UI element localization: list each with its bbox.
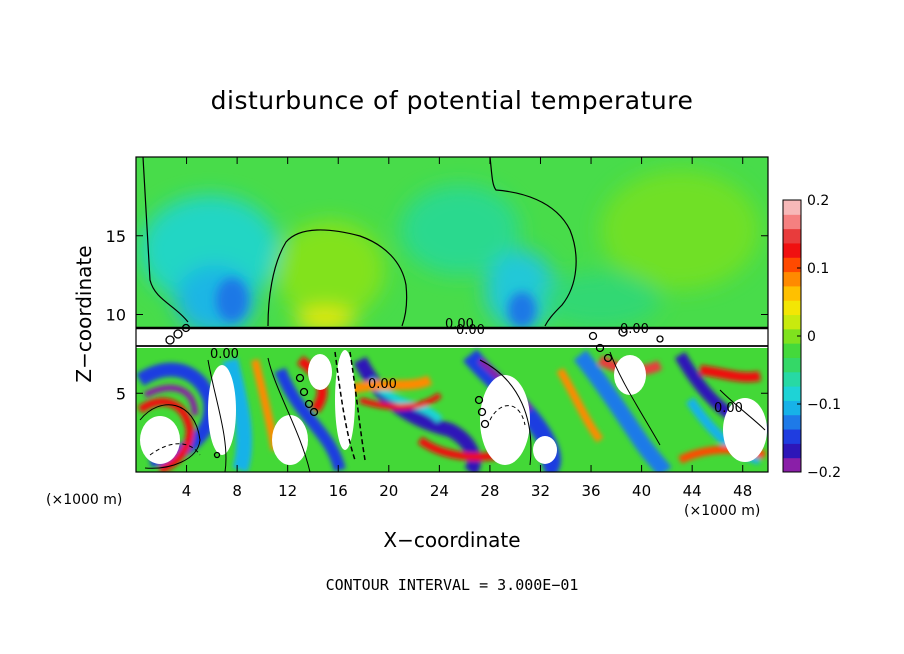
y-tick-label: 5 xyxy=(116,384,126,403)
y-tick-label: 10 xyxy=(106,306,126,325)
contour-labels: 0.00 0.00 0.00 0.00 0.00 0.00 xyxy=(210,317,743,416)
colorbar-swatch xyxy=(783,400,801,416)
x-tick-label: 16 xyxy=(329,482,348,500)
colorbar-tick-label: 0.2 xyxy=(807,193,829,209)
colorbar-swatch xyxy=(783,343,801,358)
y-tick-label: 15 xyxy=(106,227,126,246)
x-axis-ticks: 4 8 12 16 20 24 28 32 36 40 44 48 xyxy=(182,157,752,500)
x-tick-label: 32 xyxy=(531,482,550,500)
colorbar-swatch xyxy=(783,414,801,430)
upper-blob-yellow xyxy=(295,308,355,332)
layer-boundary-bands xyxy=(136,326,768,348)
lower-streak-blue-5 xyxy=(462,349,561,472)
contour-loops xyxy=(165,323,664,459)
lower-streak-purple-1 xyxy=(143,384,198,416)
x-tick-label: 44 xyxy=(683,482,702,500)
colorbar-swatch xyxy=(783,214,801,230)
eddy-2 xyxy=(208,365,236,455)
colorbar-swatch xyxy=(783,457,801,473)
eddy-8 xyxy=(723,398,767,462)
upper-contour-left xyxy=(142,157,189,323)
upper-blob-mint-right xyxy=(540,272,660,328)
upper-blob-cyan-right xyxy=(485,250,555,330)
upper-blob-yellowgreen-mid xyxy=(275,220,385,320)
colorbar-tick-label: 0.1 xyxy=(807,261,829,277)
colorbar-tick-label: −0.1 xyxy=(807,397,841,413)
colorbar-swatch xyxy=(783,228,801,244)
x-unit-label-right: (×1000 m) xyxy=(684,503,761,519)
lower-streak-blue-3 xyxy=(274,367,346,472)
x-tick-label: 48 xyxy=(733,482,752,500)
colorbar-tick-label: 0 xyxy=(807,329,816,345)
upper-blob-mint xyxy=(400,185,520,275)
contour-label-3: 0.00 xyxy=(445,317,474,332)
upper-blob-green-right xyxy=(600,170,760,290)
lower-streak-orange-4 xyxy=(348,375,433,395)
lower-streak-red-1 xyxy=(137,397,195,472)
x-axis-label: X−coordinate xyxy=(383,528,521,552)
colorbar-swatch xyxy=(783,271,801,287)
contour-label-5: 0.00 xyxy=(620,322,649,337)
upper-core-blue-left xyxy=(216,278,248,322)
colorbar-swatch xyxy=(783,371,801,387)
colorbar-swatch xyxy=(783,285,801,301)
white-band xyxy=(136,328,768,348)
eddy-5 xyxy=(480,375,530,465)
colorbar-swatch xyxy=(783,314,801,330)
eddy-6 xyxy=(533,436,557,464)
x-unit-label-left: (×1000 m) xyxy=(46,492,123,508)
colorbar-swatch xyxy=(783,429,801,444)
lower-streak-orange-6 xyxy=(556,367,604,443)
white-eddies xyxy=(140,350,767,465)
eddy-7 xyxy=(614,355,646,395)
upper-contour-mid xyxy=(267,229,408,327)
y-axis-ticks: 5 10 15 xyxy=(106,227,768,403)
contour-label-2: 0.00 xyxy=(368,377,397,392)
colorbar-swatch xyxy=(783,443,801,459)
x-tick-label: 12 xyxy=(278,482,297,500)
colorbar-swatch xyxy=(783,257,801,273)
lower-streak-blue-2 xyxy=(222,358,253,472)
x-tick-label: 36 xyxy=(581,482,600,500)
colorbar-tick-label: −0.2 xyxy=(807,465,841,481)
upper-field xyxy=(136,157,768,335)
x-tick-label: 40 xyxy=(632,482,651,500)
lower-streak-blue-6 xyxy=(573,350,672,472)
x-tick-label: 4 xyxy=(182,482,192,500)
x-tick-label: 28 xyxy=(480,482,499,500)
x-tick-label: 24 xyxy=(430,482,449,500)
colorbar-swatch xyxy=(783,242,801,258)
eddy-9 xyxy=(308,354,332,390)
colorbar-swatch xyxy=(783,328,801,344)
chart-title: disturbunce of potential temperature xyxy=(210,86,694,115)
contour-label-1: 0.00 xyxy=(210,347,239,362)
eddy-3 xyxy=(272,415,308,465)
x-tick-label: 20 xyxy=(379,482,398,500)
lower-contours xyxy=(139,351,766,472)
colorbar-swatch xyxy=(783,200,801,215)
eddy-4 xyxy=(335,350,355,450)
contour-label-4: 0.00 xyxy=(456,323,485,338)
colorbar-swatch xyxy=(783,357,801,373)
upper-contour-right xyxy=(489,157,577,327)
colorbar: 0.2 0.1 0 −0.1 −0.2 xyxy=(782,193,841,481)
lower-streak-red-7 xyxy=(699,365,761,383)
lower-streak-red-4 xyxy=(359,392,442,410)
colorbar-swatch xyxy=(783,386,801,401)
x-tick-label: 8 xyxy=(232,482,242,500)
upper-core-blue-right xyxy=(508,292,536,328)
y-axis-label: Z−coordinate xyxy=(72,245,96,383)
contour-label-6: 0.00 xyxy=(714,401,743,416)
lower-field xyxy=(136,323,768,472)
colorbar-swatch xyxy=(783,300,801,316)
contour-interval-note: CONTOUR INTERVAL = 3.000E−01 xyxy=(325,576,579,594)
eddy-1 xyxy=(140,416,180,464)
